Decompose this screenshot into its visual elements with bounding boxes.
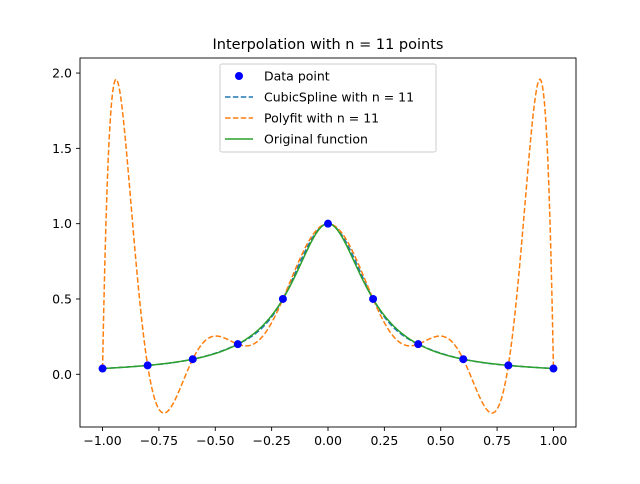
- legend-box: [219, 63, 437, 153]
- x-tick-label: 0.75: [483, 433, 511, 448]
- y-axis-ticks: 0.0 0.5 1.0 1.5 2.0: [52, 66, 80, 382]
- x-tick-label: 0.00: [314, 433, 342, 448]
- data-point-marker: [188, 355, 197, 364]
- x-tick-label: 0.25: [370, 433, 398, 448]
- y-tick-label: 0.0: [52, 367, 72, 382]
- x-tick-label: 1.00: [540, 433, 568, 448]
- data-point-marker: [414, 340, 423, 349]
- data-point-marker: [504, 361, 513, 370]
- data-point-marker: [98, 364, 107, 373]
- y-tick-label: 1.5: [52, 141, 72, 156]
- x-axis-ticks: −1.00 −0.75 −0.50 −0.25 0.00 0.25 0.50 0.75 1.00: [83, 427, 567, 448]
- x-tick-label: −1.00: [83, 433, 121, 448]
- data-point-marker: [459, 355, 468, 364]
- data-point-marker: [233, 340, 242, 349]
- data-point-marker: [324, 219, 332, 228]
- chart-title: Interpolation with n = 11 points: [213, 37, 444, 53]
- legend-marker-data-point: [235, 72, 243, 80]
- legend-label: CubicSpline with n = 11: [264, 90, 414, 105]
- x-tick-label: −0.25: [252, 433, 290, 448]
- legend-label: Original function: [264, 132, 368, 147]
- legend-label: Polyfit with n = 11: [264, 111, 379, 126]
- y-tick-label: 1.0: [52, 216, 72, 231]
- data-point-marker: [369, 294, 378, 303]
- x-tick-label: −0.50: [196, 433, 234, 448]
- data-point-marker: [278, 294, 287, 303]
- y-tick-label: 0.5: [52, 291, 72, 306]
- y-tick-label: 2.0: [52, 66, 72, 81]
- data-point-marker: [549, 364, 558, 373]
- plot-area: [98, 78, 558, 414]
- x-tick-label: 0.50: [427, 433, 455, 448]
- data-point-marker: [143, 361, 152, 370]
- x-tick-label: −0.75: [140, 433, 178, 448]
- legend: Data point CubicSpline with n = 11 Polyfit…: [219, 63, 437, 153]
- legend-label: Data point: [264, 69, 330, 84]
